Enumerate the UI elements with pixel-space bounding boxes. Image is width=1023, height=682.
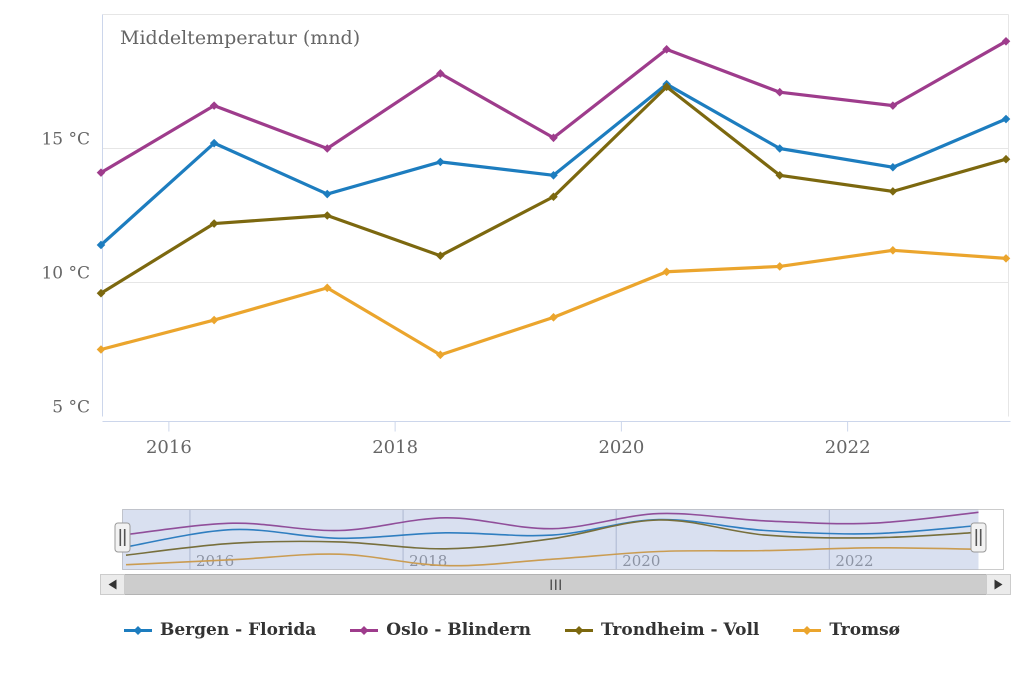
scrollbar-right-button[interactable] (986, 574, 1011, 595)
legend-item-tromso[interactable]: Tromsø (792, 620, 900, 640)
series-marker (209, 219, 219, 228)
triangle-right-icon (994, 579, 1003, 590)
scrollbar[interactable] (100, 574, 1011, 595)
chart-title: Middeltemperatur (mnd) (120, 27, 360, 49)
navigator-series-line (125, 519, 979, 556)
legend: Bergen - Florida Oslo - Blindern Trondhe… (0, 620, 1023, 640)
legend-marker-icon (350, 625, 379, 635)
series-marker (1001, 254, 1011, 263)
series-marker (209, 101, 219, 110)
series-marker (1001, 37, 1011, 46)
navigator-tick-label: 2022 (835, 552, 873, 570)
series-marker (888, 187, 898, 196)
series-marker (436, 157, 445, 167)
series-marker (888, 246, 898, 255)
navigator-series-line (125, 511, 979, 536)
handle-body[interactable] (970, 522, 987, 553)
series-marker (775, 144, 785, 153)
series-marker (322, 211, 332, 220)
legend-marker-icon (793, 625, 822, 635)
handle-body[interactable] (114, 522, 131, 553)
legend-diamond (802, 625, 812, 635)
navigator-tick-label: 2020 (622, 552, 660, 570)
legend-item-bergen-florida[interactable]: Bergen - Florida (123, 620, 316, 640)
series-marker (1001, 154, 1011, 164)
navigator-handle-right[interactable] (970, 522, 987, 553)
legend-marker-icon (124, 625, 152, 635)
series-marker (662, 82, 671, 92)
series-marker (888, 101, 898, 110)
series-marker (436, 69, 445, 78)
series-marker (209, 138, 219, 148)
y-tick-label: 5 °C (52, 398, 90, 418)
series-marker (209, 315, 219, 325)
series-marker (436, 350, 445, 360)
navigator-outline (122, 509, 1004, 570)
legend-item-oslo-blindern[interactable]: Oslo - Blindern (349, 620, 531, 640)
series-marker (775, 87, 785, 97)
series-marker (662, 267, 671, 277)
legend-item-trondheim-voll[interactable]: Trondheim - Voll (564, 620, 759, 640)
y-tick-label: 15 °C (41, 130, 90, 150)
y-tick-label: 10 °C (41, 264, 90, 284)
series-lines (96, 37, 1011, 360)
series-marker (96, 168, 106, 177)
x-tick-label: 2020 (598, 437, 644, 458)
legend-label: Tromsø (829, 620, 900, 640)
grid-lines (102, 14, 1009, 417)
temperature-chart: 5 °C 10 °C 15 °C 2016 2018 2020 2022 Middeltem… (41, 14, 1011, 595)
series-marker (96, 345, 106, 354)
navigator-selected-mask[interactable] (122, 509, 979, 570)
series-marker (549, 171, 558, 180)
series-marker (322, 144, 332, 153)
series-marker (96, 288, 106, 298)
legend-label: Trondheim - Voll (601, 620, 760, 640)
x-tick-label: 2016 (146, 437, 192, 458)
navigator-series-line (125, 546, 979, 567)
navigator-series-line (125, 518, 979, 548)
legend-label: Oslo - Blindern (386, 620, 532, 640)
legend-marker-icon (565, 625, 594, 635)
series-line-trondheim-voll (99, 85, 1008, 295)
series-marker (1001, 114, 1011, 124)
series-marker (775, 171, 785, 180)
legend-label: Bergen - Florida (160, 620, 317, 640)
series-marker (662, 45, 671, 54)
legend-diamond (359, 625, 369, 635)
triangle-left-icon (108, 579, 117, 590)
series-marker (322, 189, 332, 199)
legend-diamond (133, 625, 143, 635)
series-marker (322, 283, 332, 293)
series-marker (549, 192, 558, 202)
series-marker (549, 313, 558, 322)
series-marker (436, 251, 445, 260)
series-marker (888, 162, 898, 172)
legend-diamond (574, 625, 584, 635)
x-tick-label: 2022 (825, 437, 871, 458)
series-marker (96, 240, 106, 250)
series-marker (549, 133, 558, 143)
series-marker (775, 262, 785, 271)
series-line-troms- (99, 248, 1008, 357)
axis-labels: 5 °C 10 °C 15 °C 2016 2018 2020 2022 (41, 130, 870, 459)
navigator-handle-left[interactable] (114, 522, 131, 553)
scrollbar-left-button[interactable] (100, 574, 125, 595)
x-tick-label: 2018 (372, 437, 418, 458)
